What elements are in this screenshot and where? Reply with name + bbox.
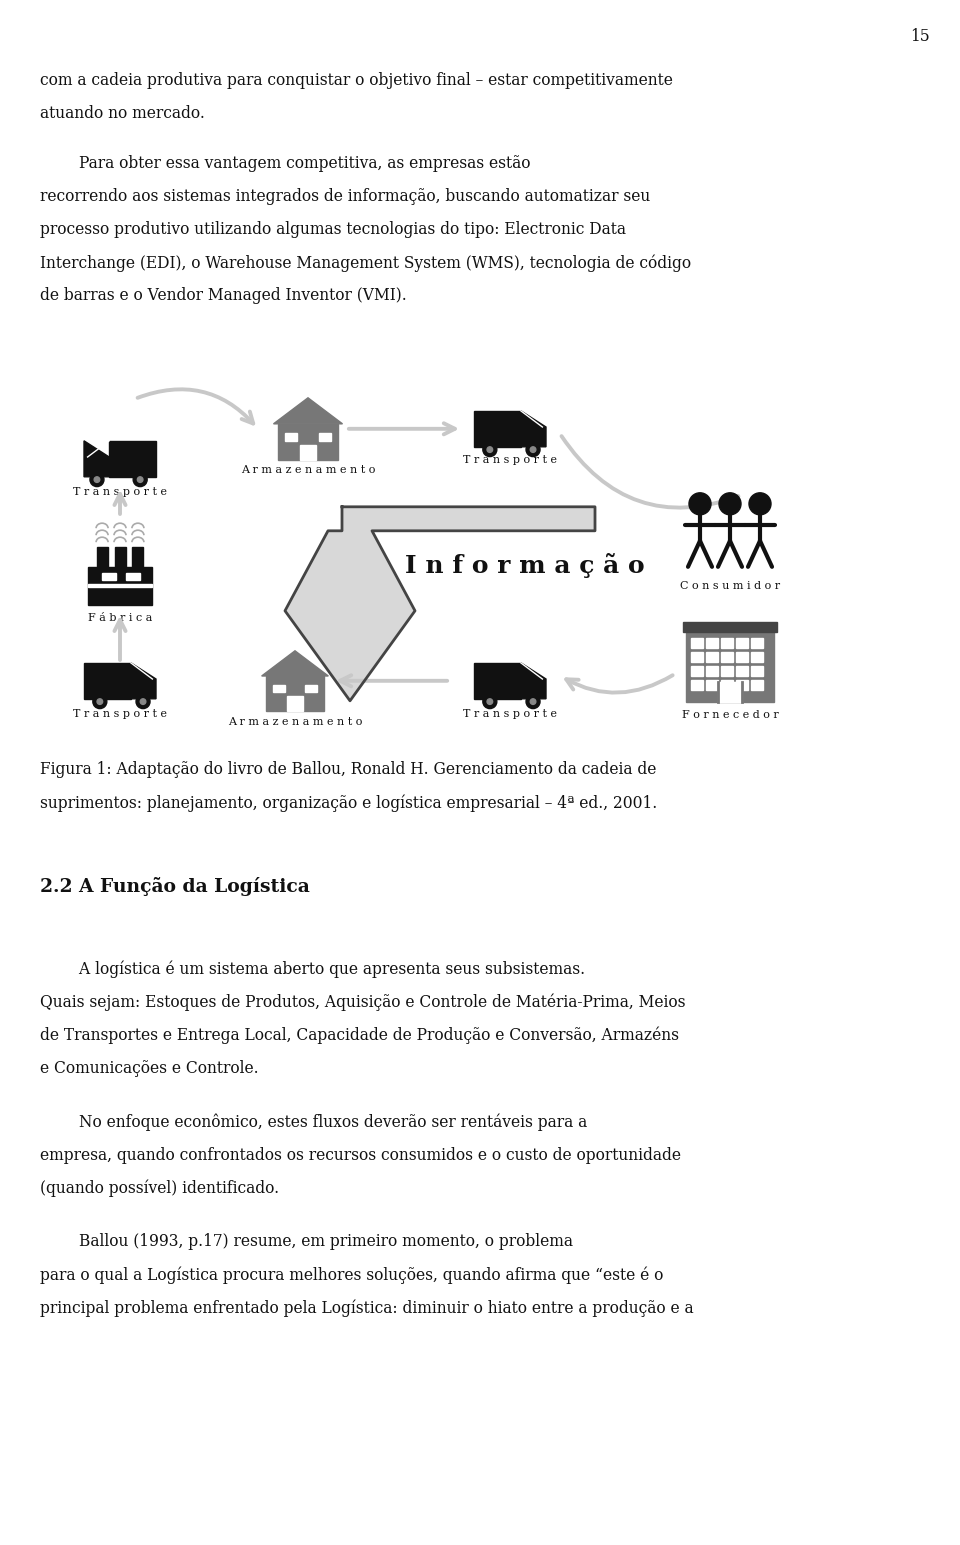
Circle shape: [140, 698, 146, 705]
Polygon shape: [520, 411, 546, 447]
Polygon shape: [84, 663, 131, 698]
Text: A logística é um sistema aberto que apresenta seus subsistemas.: A logística é um sistema aberto que apre…: [40, 961, 586, 978]
Circle shape: [719, 493, 741, 514]
Circle shape: [689, 493, 711, 514]
Polygon shape: [520, 663, 546, 698]
Text: T r a n s p o r t e: T r a n s p o r t e: [73, 487, 167, 497]
Text: recorrendo aos sistemas integrados de informação, buscando automatizar seu: recorrendo aos sistemas integrados de in…: [40, 188, 651, 205]
Circle shape: [93, 695, 107, 709]
Bar: [721, 638, 733, 647]
Text: Figura 1: Adaptação do livro de Ballou, Ronald H. Gerenciamento da cadeia de: Figura 1: Adaptação do livro de Ballou, …: [40, 760, 657, 777]
Bar: [300, 445, 317, 460]
Circle shape: [526, 695, 540, 709]
Bar: [751, 680, 763, 689]
Circle shape: [90, 473, 104, 487]
Text: com a cadeia produtiva para conquistar o objetivo final – estar competitivamente: com a cadeia produtiva para conquistar o…: [40, 73, 673, 90]
Circle shape: [136, 695, 150, 709]
Circle shape: [94, 477, 100, 482]
Text: Quais sejam: Estoques de Produtos, Aquisição e Controle de Matéria-Prima, Meios: Quais sejam: Estoques de Produtos, Aquis…: [40, 993, 685, 1012]
Bar: [127, 573, 140, 581]
Text: Para obter essa vantagem competitiva, as empresas estão: Para obter essa vantagem competitiva, as…: [40, 154, 531, 171]
Bar: [736, 652, 748, 661]
Text: empresa, quando confrontados os recursos consumidos e o custo de oportunidade: empresa, quando confrontados os recursos…: [40, 1146, 682, 1163]
Bar: [691, 666, 703, 675]
Bar: [88, 584, 152, 587]
Bar: [285, 433, 298, 440]
Bar: [706, 652, 718, 661]
Bar: [736, 680, 748, 689]
Bar: [718, 681, 742, 701]
Text: de barras e o Vendor Managed Inventor (VMI).: de barras e o Vendor Managed Inventor (V…: [40, 287, 407, 304]
Text: A r m a z e n a m e n t o: A r m a z e n a m e n t o: [228, 717, 362, 726]
Bar: [686, 630, 774, 701]
Bar: [751, 666, 763, 675]
Bar: [683, 621, 777, 632]
Circle shape: [483, 695, 497, 709]
Bar: [751, 638, 763, 647]
Text: e Comunicações e Controle.: e Comunicações e Controle.: [40, 1060, 259, 1077]
Polygon shape: [285, 507, 595, 701]
Text: atuando no mercado.: atuando no mercado.: [40, 105, 205, 122]
Text: para o qual a Logística procura melhores soluções, quando afirma que “este é o: para o qual a Logística procura melhores…: [40, 1267, 663, 1284]
Text: de Transportes e Entrega Local, Capacidade de Produção e Conversão, Armazéns: de Transportes e Entrega Local, Capacida…: [40, 1027, 680, 1044]
Bar: [721, 652, 733, 661]
Bar: [114, 547, 126, 567]
Bar: [319, 433, 331, 440]
Bar: [102, 573, 116, 581]
Bar: [691, 680, 703, 689]
Text: F á b r i c a: F á b r i c a: [87, 613, 153, 623]
Bar: [706, 638, 718, 647]
Text: principal problema enfrentado pela Logística: diminuir o hiato entre a produção : principal problema enfrentado pela Logís…: [40, 1299, 694, 1318]
Circle shape: [97, 698, 103, 705]
Bar: [97, 547, 108, 567]
Polygon shape: [474, 663, 520, 698]
Polygon shape: [84, 440, 109, 477]
Bar: [88, 567, 152, 604]
Bar: [278, 423, 338, 460]
Circle shape: [137, 477, 143, 482]
Circle shape: [133, 473, 147, 487]
Text: T r a n s p o r t e: T r a n s p o r t e: [463, 454, 557, 465]
Text: A r m a z e n a m e n t o: A r m a z e n a m e n t o: [241, 465, 375, 474]
Circle shape: [526, 442, 540, 457]
Text: 2.2 A Função da Logística: 2.2 A Função da Logística: [40, 878, 310, 896]
Polygon shape: [109, 440, 156, 477]
Text: T r a n s p o r t e: T r a n s p o r t e: [463, 709, 557, 718]
Bar: [736, 666, 748, 675]
Text: 15: 15: [910, 28, 930, 45]
Text: Ballou (1993, p.17) resume, em primeiro momento, o problema: Ballou (1993, p.17) resume, em primeiro …: [40, 1233, 573, 1250]
Polygon shape: [474, 411, 520, 447]
Circle shape: [483, 442, 497, 457]
Bar: [266, 677, 324, 711]
Text: processo produtivo utilizando algumas tecnologias do tipo: Electronic Data: processo produtivo utilizando algumas te…: [40, 221, 626, 238]
Text: C o n s u m i d o r: C o n s u m i d o r: [680, 581, 780, 590]
Bar: [736, 638, 748, 647]
Bar: [691, 652, 703, 661]
Circle shape: [487, 447, 492, 453]
Bar: [751, 652, 763, 661]
Bar: [132, 547, 143, 567]
Bar: [305, 684, 317, 692]
Circle shape: [749, 493, 771, 514]
Bar: [721, 680, 733, 689]
Circle shape: [530, 447, 536, 453]
Bar: [287, 697, 303, 711]
Text: T r a n s p o r t e: T r a n s p o r t e: [73, 709, 167, 718]
Bar: [706, 666, 718, 675]
Circle shape: [530, 698, 536, 705]
Polygon shape: [131, 663, 156, 698]
Polygon shape: [262, 650, 328, 677]
Text: I n f o r m a ç ã o: I n f o r m a ç ã o: [405, 553, 644, 578]
Polygon shape: [274, 397, 343, 423]
Text: suprimentos: planejamento, organização e logística empresarial – 4ª ed., 2001.: suprimentos: planejamento, organização e…: [40, 794, 658, 811]
Text: (quando possível) identificado.: (quando possível) identificado.: [40, 1180, 279, 1197]
Bar: [706, 680, 718, 689]
Bar: [691, 638, 703, 647]
Text: F o r n e c e d o r: F o r n e c e d o r: [682, 709, 779, 720]
Circle shape: [487, 698, 492, 705]
Text: No enfoque econômico, estes fluxos deverão ser rentáveis para a: No enfoque econômico, estes fluxos dever…: [40, 1114, 588, 1131]
Bar: [721, 666, 733, 675]
Bar: [273, 684, 284, 692]
Text: Interchange (EDI), o Warehouse Management System (WMS), tecnologia de código: Interchange (EDI), o Warehouse Managemen…: [40, 255, 691, 272]
